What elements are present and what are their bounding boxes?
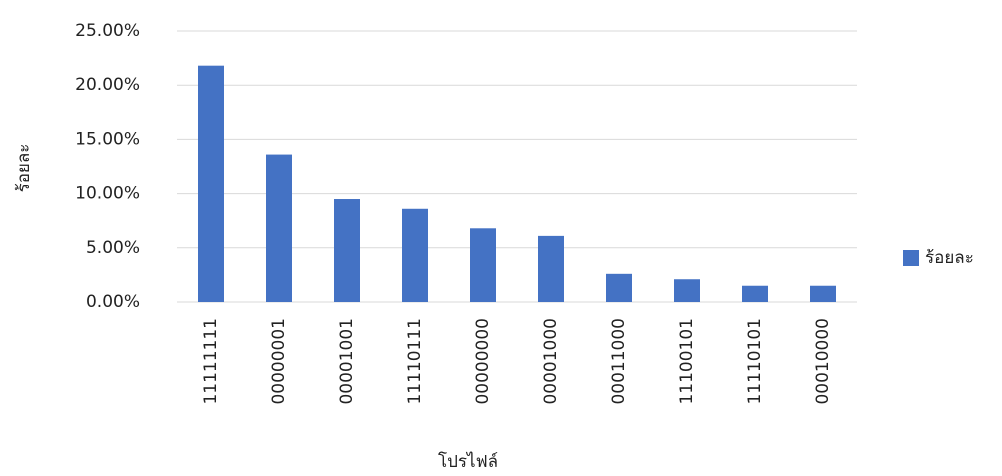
y-axis-title: ร้อยละ [14, 144, 34, 193]
y-tick-label: 15.00% [75, 129, 140, 149]
x-tick-label: 00001001 [337, 318, 357, 405]
y-tick-label: 25.00% [75, 21, 140, 41]
y-tick-label: 10.00% [75, 184, 140, 204]
x-axis-title: โปรไฟล์ [438, 451, 498, 472]
y-tick-label: 20.00% [75, 75, 140, 95]
x-tick-label: 11100101 [677, 318, 697, 405]
bar [266, 154, 292, 302]
x-tick-label: 00000001 [269, 318, 289, 405]
bar [334, 199, 360, 302]
x-tick-label: 11110101 [745, 318, 765, 405]
y-tick-label: 5.00% [86, 238, 140, 258]
y-tick-label: 0.00% [86, 292, 140, 312]
x-tick-label: 11110111 [405, 318, 425, 405]
x-tick-label: 00000000 [473, 318, 493, 405]
x-tick-label: 00011000 [609, 318, 629, 405]
legend-swatch [903, 250, 919, 266]
bar [402, 208, 428, 302]
bar [198, 65, 224, 302]
bar [606, 273, 632, 302]
bar [810, 285, 836, 302]
bar [538, 235, 564, 302]
bar [742, 285, 768, 302]
x-tick-label: 00010000 [813, 318, 833, 405]
x-tick-label: 11111111 [201, 318, 221, 405]
bar [674, 279, 700, 302]
x-tick-label: 00001000 [541, 318, 561, 405]
bar [470, 228, 496, 302]
legend-label: ร้อยละ [925, 248, 974, 268]
